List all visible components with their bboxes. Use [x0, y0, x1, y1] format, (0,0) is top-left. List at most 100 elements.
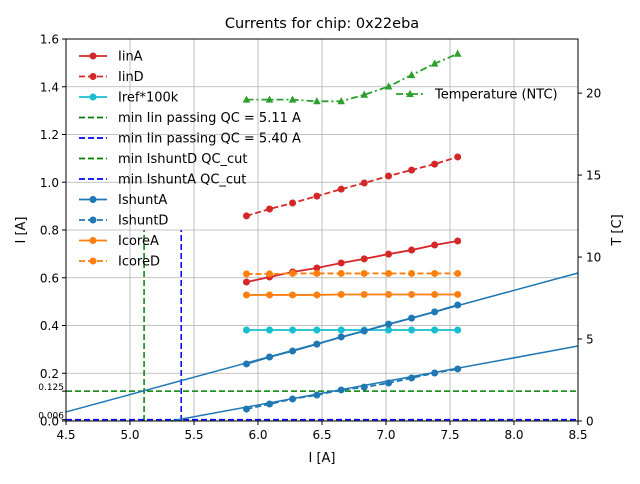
y-right-tick-label: 0	[586, 415, 594, 429]
fit-line	[171, 346, 578, 421]
y-tick-label: 1.2	[40, 128, 59, 142]
data-point	[431, 291, 438, 298]
data-point	[385, 291, 392, 298]
data-point	[431, 327, 438, 334]
legend-entry: IinA	[79, 50, 143, 65]
data-point	[338, 259, 345, 266]
legend-entry: IshuntD	[79, 214, 168, 229]
data-point	[454, 327, 461, 334]
series-ishuntd	[243, 365, 461, 412]
legend-label: min Iin passing QC = 5.11 A	[118, 111, 301, 126]
data-point	[338, 291, 345, 298]
data-point	[454, 50, 462, 57]
data-point	[361, 270, 368, 277]
legend-label: IinD	[118, 70, 144, 85]
y-tick-label: 0.8	[40, 224, 59, 238]
y-tick-label: 1.0	[40, 176, 59, 190]
data-point	[431, 370, 438, 377]
data-point	[313, 391, 320, 398]
data-point	[289, 270, 296, 277]
data-point	[431, 242, 438, 249]
data-point	[361, 291, 368, 298]
legend-marker	[90, 94, 97, 101]
legend-entry: IcoreA	[79, 234, 159, 249]
data-point	[289, 291, 296, 298]
legend-marker	[90, 237, 97, 244]
legend-marker	[90, 217, 97, 224]
legend-entry: min Iin passing QC = 5.11 A	[79, 111, 301, 126]
legend-label: IcoreA	[118, 234, 159, 249]
legend-label: min Iin passing QC = 5.40 A	[118, 132, 301, 147]
data-point	[266, 401, 273, 408]
series-iind	[243, 153, 461, 219]
legend-label: IcoreD	[118, 255, 160, 270]
data-point	[266, 205, 273, 212]
data-point	[266, 291, 273, 298]
data-point	[313, 270, 320, 277]
series-iref-100k	[243, 327, 461, 334]
data-point	[338, 327, 345, 334]
data-point	[385, 270, 392, 277]
legend-label: min IshuntD QC_cut	[118, 152, 248, 167]
data-point	[313, 291, 320, 298]
legend-label: Temperature (NTC)	[434, 88, 558, 103]
series-line	[246, 157, 457, 216]
series-ishunta	[243, 301, 461, 367]
data-point	[408, 247, 415, 254]
legend-entry: min Iin passing QC = 5.40 A	[79, 132, 301, 147]
data-point	[385, 380, 392, 387]
series-iina	[243, 237, 461, 285]
data-point	[313, 341, 320, 348]
legend-label: min IshuntA QC_cut	[118, 173, 246, 188]
data-point	[338, 186, 345, 193]
legend-entry: Iref*100k	[79, 91, 179, 106]
y-tick-label: 1.6	[40, 33, 59, 47]
data-point	[313, 327, 320, 334]
legend-entry: IinD	[79, 70, 144, 85]
data-point	[289, 327, 296, 334]
data-point	[338, 270, 345, 277]
y-tick-label: 0.4	[40, 319, 59, 333]
data-point	[361, 179, 368, 186]
data-point	[408, 167, 415, 174]
series-group	[243, 153, 461, 412]
data-point	[289, 348, 296, 355]
right-series-group	[243, 50, 462, 105]
data-point	[361, 255, 368, 262]
legend-marker	[90, 258, 97, 265]
y-right-tick-label: 10	[586, 251, 601, 265]
series-icorea	[243, 291, 461, 298]
data-point	[454, 301, 461, 308]
legend-label: IshuntA	[118, 193, 167, 208]
data-point	[266, 327, 273, 334]
data-point	[431, 308, 438, 315]
data-point	[266, 270, 273, 277]
data-point	[454, 237, 461, 244]
data-point	[243, 291, 250, 298]
data-point	[408, 327, 415, 334]
x-tick-label: 5.5	[184, 428, 203, 442]
y-axis-label: I [A]	[14, 216, 29, 243]
y-right-tick-label: 20	[586, 87, 601, 101]
data-point	[408, 291, 415, 298]
data-point	[243, 360, 250, 367]
data-point	[431, 270, 438, 277]
legend-label: IshuntD	[118, 214, 168, 229]
legend-entry: min IshuntD QC_cut	[79, 152, 248, 167]
x-tick-label: 4.5	[56, 428, 75, 442]
y-extra-tick-label: 0.006	[38, 412, 64, 422]
legend-marker	[90, 196, 97, 203]
data-point	[385, 327, 392, 334]
data-point	[385, 321, 392, 328]
x-tick-label: 7.5	[440, 428, 459, 442]
y-extra-tick-label: 0.125	[38, 383, 64, 393]
data-point	[313, 97, 321, 104]
data-point	[338, 386, 345, 393]
data-point	[385, 173, 392, 180]
data-point	[243, 212, 250, 219]
data-point	[243, 270, 250, 277]
